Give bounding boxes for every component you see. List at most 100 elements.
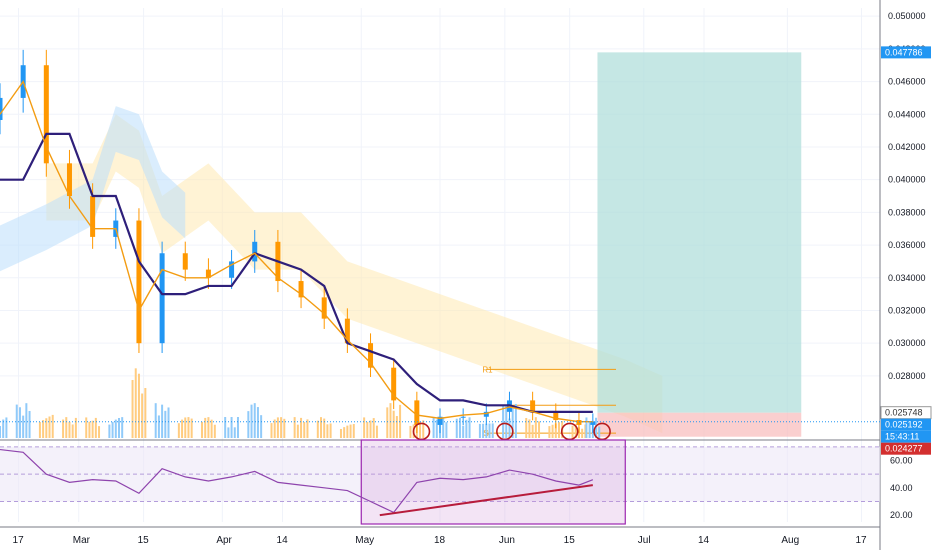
volume-bar — [432, 417, 435, 438]
volume-bar — [419, 421, 422, 438]
volume-bar — [571, 425, 574, 438]
volume-bar — [62, 419, 65, 438]
volume-bar — [18, 407, 21, 438]
volume-bar — [585, 417, 588, 438]
time-axis-tick: 18 — [434, 535, 446, 546]
candle-body[interactable] — [483, 411, 489, 417]
volume-bar — [111, 421, 114, 438]
price-badge-label: 0.047786 — [885, 47, 923, 57]
candle-body[interactable] — [368, 343, 374, 368]
candle-body[interactable] — [590, 421, 596, 425]
volume-bar — [303, 422, 306, 438]
candle-body[interactable] — [205, 269, 211, 278]
candle-body[interactable] — [460, 416, 466, 418]
time-axis-tick: May — [355, 535, 374, 546]
volume-bar — [131, 380, 134, 438]
volume-bar — [528, 419, 531, 438]
volume-bar — [538, 421, 541, 438]
volume-bar — [389, 403, 392, 438]
candle-body[interactable] — [0, 97, 3, 120]
long-position-target-zone[interactable] — [597, 52, 802, 413]
conversion-line[interactable] — [0, 80, 593, 423]
volume-bar — [108, 424, 111, 438]
volume-bar — [293, 417, 296, 438]
volume-bar — [349, 424, 352, 438]
volume-bar — [233, 427, 236, 438]
volume-bar — [369, 420, 372, 438]
time-axis-tick: 14 — [698, 535, 710, 546]
volume-bar — [557, 422, 560, 438]
candle-body[interactable] — [43, 65, 49, 164]
volume-bar — [121, 417, 124, 438]
candle-body[interactable] — [437, 416, 443, 425]
volume-bar — [372, 418, 375, 438]
resistance-r1-label: R1 — [482, 365, 493, 374]
time-axis-tick: Jun — [499, 535, 515, 546]
candle-body[interactable] — [66, 163, 72, 197]
candle-body[interactable] — [298, 281, 304, 298]
volume-bar — [296, 424, 299, 438]
long-position-stop-zone[interactable] — [597, 412, 802, 437]
rsi-divergence-highlight[interactable] — [360, 439, 626, 525]
candle-body[interactable] — [321, 297, 327, 319]
volume-bar — [65, 417, 68, 438]
volume-bar — [236, 417, 239, 438]
candle-body[interactable] — [576, 420, 582, 425]
candle-body[interactable] — [182, 253, 188, 270]
candle-body[interactable] — [229, 261, 235, 278]
volume-bar — [488, 423, 491, 438]
baseline-line[interactable] — [0, 132, 593, 413]
volume-bar — [22, 415, 25, 438]
volume-bar — [478, 423, 481, 438]
volume-bar — [85, 417, 88, 438]
volume-bar — [68, 421, 71, 438]
price-axis-tick: 0.040000 — [888, 175, 926, 185]
price-axis-tick: 0.042000 — [888, 142, 926, 152]
volume-bar — [157, 415, 160, 438]
volume-bar — [366, 421, 369, 438]
volume-bar — [28, 410, 31, 438]
candle-body[interactable] — [414, 400, 420, 425]
rsi-axis-tick: 40.00 — [890, 483, 913, 493]
volume-bar — [588, 421, 591, 438]
volume-bar — [395, 416, 398, 438]
candle-body[interactable] — [553, 411, 559, 421]
volume-bar — [181, 419, 184, 438]
volume-bar — [458, 417, 461, 438]
volume-bar — [316, 420, 319, 438]
rsi-line[interactable] — [0, 448, 594, 514]
volume-bar — [51, 414, 54, 438]
candle-body[interactable] — [344, 318, 350, 344]
volume-bar — [352, 424, 355, 438]
volume-bar — [320, 417, 323, 438]
volume-bar — [184, 417, 187, 438]
volume-bar — [554, 423, 557, 438]
candle-body[interactable] — [90, 196, 96, 237]
volume-bar — [260, 415, 263, 438]
volume-bar — [207, 417, 210, 438]
ichimoku-cloud-bearish — [46, 114, 663, 434]
volume-bar — [363, 417, 366, 438]
volume-bar — [88, 421, 91, 438]
candle-body[interactable] — [391, 367, 397, 401]
volume-bar — [551, 424, 554, 438]
candle-body[interactable] — [136, 220, 142, 344]
volume-bar — [15, 404, 18, 438]
volume-bar — [114, 419, 117, 438]
volume-bar — [71, 424, 74, 438]
time-axis-tick: Aug — [781, 535, 799, 546]
volume-bar — [0, 426, 1, 438]
volume-bar — [38, 422, 41, 438]
volume-bar — [343, 427, 346, 438]
candle-body[interactable] — [252, 241, 258, 262]
time-axis-tick: Jul — [638, 535, 651, 546]
candle-body[interactable] — [530, 400, 536, 412]
volume-bar — [525, 417, 528, 438]
rsi-divergence-trendline[interactable] — [379, 484, 593, 517]
volume-bar — [210, 419, 213, 438]
rsi-axis-tick: 20.00 — [890, 510, 913, 520]
volume-bar — [455, 418, 458, 438]
candle-body[interactable] — [159, 253, 165, 344]
